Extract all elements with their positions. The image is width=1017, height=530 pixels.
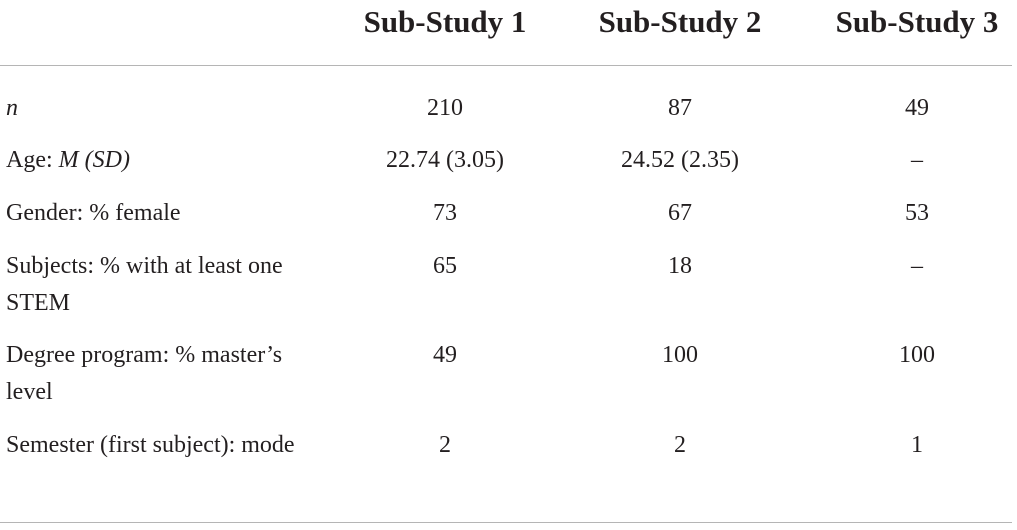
cell: 67	[668, 200, 692, 226]
cell: 2	[439, 432, 451, 458]
cell: 100	[662, 342, 698, 368]
cell: 49	[905, 95, 929, 121]
label-text: Semester (first subject): mode	[6, 432, 295, 458]
cell: 53	[905, 200, 929, 226]
row-label: Degree program: % master’s level	[6, 337, 298, 411]
cell: 2	[674, 432, 686, 458]
column-header: Sub-Study 3	[835, 4, 999, 39]
label-text: Subjects: % with at least one STEM	[6, 253, 283, 316]
header-rule	[0, 65, 1012, 66]
cell: 100	[899, 342, 935, 368]
label-italic: M (SD)	[58, 147, 130, 173]
cell: 210	[427, 95, 463, 121]
row-label: Semester (first subject): mode	[6, 427, 298, 464]
cell: –	[911, 253, 923, 279]
row-label: Age: M (SD)	[6, 142, 298, 179]
label-italic: n	[6, 95, 18, 121]
cell: 49	[433, 342, 457, 368]
cell: 73	[433, 200, 457, 226]
cell: 24.52 (2.35)	[621, 147, 739, 173]
cell: 65	[433, 253, 457, 279]
column-header: Sub-Study 1	[363, 4, 527, 39]
cell: –	[911, 147, 923, 173]
row-label: n	[6, 90, 298, 127]
cell: 87	[668, 95, 692, 121]
row-label: Gender: % female	[6, 195, 298, 232]
label-text: Gender: % female	[6, 200, 181, 226]
bottom-rule	[0, 522, 1012, 523]
column-header: Sub-Study 2	[598, 4, 762, 39]
cell: 1	[911, 432, 923, 458]
label-text: Age:	[6, 147, 53, 173]
row-label: Subjects: % with at least one STEM	[6, 248, 298, 322]
label-text: Degree program: % master’s level	[6, 342, 283, 405]
cell: 18	[668, 253, 692, 279]
cell: 22.74 (3.05)	[386, 147, 504, 173]
